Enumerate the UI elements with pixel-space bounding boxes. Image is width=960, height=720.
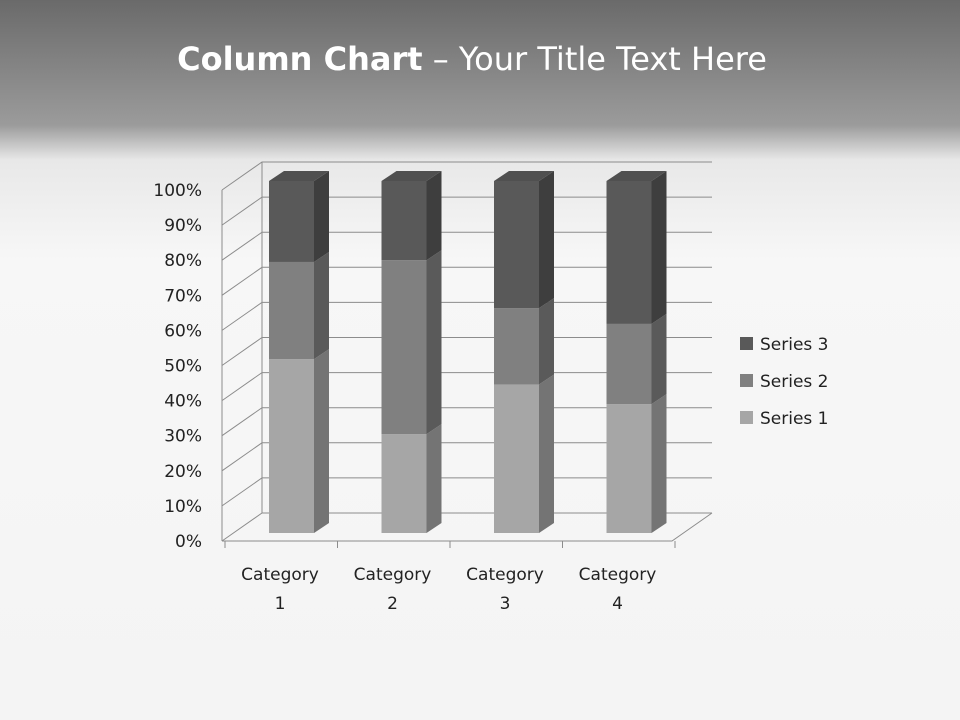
y-tick-label: 40%: [164, 392, 202, 412]
bar-segment-3: [381, 171, 442, 261]
legend-label: Series 1: [760, 409, 829, 429]
x-tick-label: 4: [612, 594, 623, 614]
bar-front: [381, 260, 427, 435]
bar-segment-3: [494, 171, 554, 309]
x-tick-label: Category: [466, 565, 544, 585]
bar-segment-3: [269, 171, 329, 262]
bar-front: [494, 384, 539, 533]
bar-segment-2: [494, 298, 554, 385]
bar-front: [381, 181, 427, 261]
bar-side: [539, 171, 554, 309]
bar-side: [314, 251, 329, 360]
bar-side: [651, 394, 667, 533]
y-tick-label: 30%: [164, 427, 202, 447]
legend-swatch: [740, 374, 753, 387]
y-tick-label: 50%: [164, 357, 202, 377]
bar-top: [606, 171, 667, 181]
x-tick-label: 1: [275, 594, 286, 614]
bar-side: [314, 171, 329, 262]
slide-title: Column Chart – Your Title Text Here: [0, 40, 944, 78]
title-bold: Column Chart: [177, 40, 423, 78]
x-tick-label: Category: [579, 565, 657, 585]
y-tick-label: 60%: [164, 321, 202, 341]
legend-swatch: [740, 337, 753, 350]
bar-segment-2: [381, 250, 442, 435]
y-tick-label: 0%: [175, 532, 202, 552]
bar-front: [606, 404, 652, 533]
bar-front: [269, 359, 314, 533]
bar-segment-2: [606, 313, 667, 405]
bar-front: [606, 323, 652, 405]
bar-side: [426, 171, 442, 261]
bar-front: [494, 308, 539, 385]
y-tick-label: 100%: [153, 181, 202, 201]
bar-side: [314, 349, 329, 533]
legend-swatch: [740, 411, 753, 424]
y-tick-label: 70%: [164, 286, 202, 306]
bar-segment-1: [269, 349, 329, 533]
legend-label: Series 2: [760, 372, 829, 392]
legend: Series 3 Series 2 Series 1: [740, 335, 829, 429]
bar-top: [381, 171, 442, 181]
legend-label: Series 3: [760, 335, 829, 355]
bar-side: [651, 171, 667, 324]
bar-side: [426, 424, 442, 533]
bar-front: [606, 181, 652, 324]
x-tick-label: Category: [354, 565, 432, 585]
y-tick-label: 20%: [164, 462, 202, 482]
bar-side: [651, 313, 667, 405]
y-tick-label: 80%: [164, 251, 202, 271]
bar-segment-3: [606, 171, 667, 324]
bar-segment-2: [269, 251, 329, 360]
bar-front: [269, 261, 314, 360]
bar-front: [269, 181, 314, 262]
bar-segment-1: [381, 424, 442, 533]
y-tick-label: 10%: [164, 497, 202, 517]
bar-segment-1: [606, 394, 667, 533]
bar-side: [539, 298, 554, 385]
bar-top: [269, 171, 329, 181]
bar-side: [426, 250, 442, 435]
bar-front: [381, 434, 427, 533]
bar-front: [494, 181, 539, 309]
floor-edge: [222, 512, 713, 542]
x-tick-label: 3: [500, 594, 511, 614]
x-tick-label: Category: [241, 565, 319, 585]
y-tick-label: 90%: [164, 216, 202, 236]
title-rest: – Your Title Text Here: [422, 40, 767, 78]
x-tick-label: 2: [387, 594, 398, 614]
bar-top: [494, 171, 554, 181]
bar-segment-1: [494, 374, 554, 533]
bar-side: [539, 374, 554, 533]
